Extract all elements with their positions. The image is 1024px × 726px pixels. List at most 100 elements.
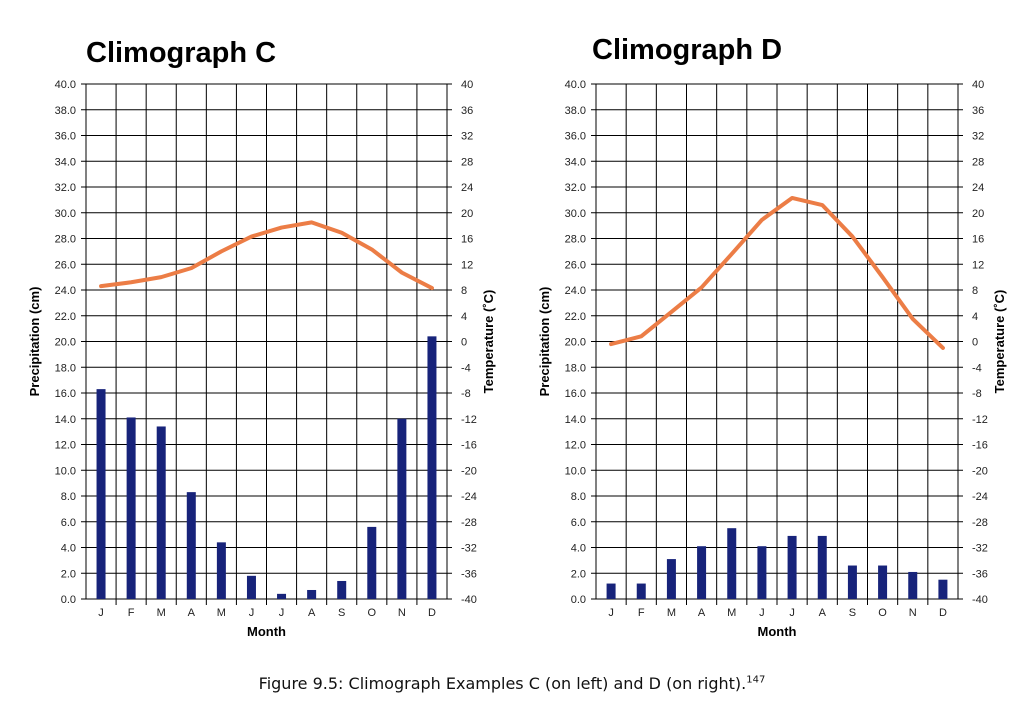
y2-tick-label: 12: [461, 259, 473, 271]
x-axis-label: Month: [758, 624, 797, 639]
y2-tick-label: -16: [461, 440, 477, 452]
y-tick-label: 28.0: [55, 234, 76, 246]
precipitation-bar: [636, 583, 646, 599]
precipitation-bar: [787, 535, 797, 599]
x-axis-label: Month: [247, 624, 286, 639]
x-tick-label: J: [789, 607, 795, 619]
caption-text: Figure 9.5: Climograph Examples C (on le…: [258, 674, 747, 693]
precipitation-bar: [307, 589, 317, 599]
y2-tick-label: 28: [461, 156, 473, 168]
y-tick-label: 4.0: [61, 543, 76, 555]
y2-tick-label: 16: [972, 234, 984, 246]
x-tick-label: J: [249, 607, 255, 619]
y-tick-label: 12.0: [565, 440, 586, 452]
precipitation-bar: [666, 559, 676, 599]
y2-tick-label: 4: [972, 311, 978, 323]
x-tick-label: A: [188, 607, 196, 619]
precipitation-bar: [847, 565, 857, 599]
y2-tick-label: -12: [972, 414, 988, 426]
x-tick-label: M: [157, 607, 166, 619]
y2-tick-label: -24: [972, 491, 988, 503]
y-axis-label: Precipitation (cm): [27, 287, 42, 397]
x-tick-label: N: [398, 607, 406, 619]
y-tick-label: 10.0: [565, 465, 586, 477]
y2-tick-label: 40: [461, 79, 473, 91]
y-tick-label: 32.0: [55, 182, 76, 194]
y2-tick-label: 28: [972, 156, 984, 168]
y2-tick-label: -12: [461, 414, 477, 426]
y-tick-label: 10.0: [55, 465, 76, 477]
y-tick-label: 6.0: [61, 517, 76, 529]
y-tick-label: 16.0: [55, 388, 76, 400]
y2-tick-label: 16: [461, 234, 473, 246]
y2-tick-label: 4: [461, 311, 467, 323]
y2-tick-label: -40: [461, 594, 477, 606]
y2-tick-label: -40: [972, 594, 988, 606]
x-tick-label: S: [338, 607, 345, 619]
y-tick-label: 26.0: [55, 259, 76, 271]
y2-axis-label: Temperature (˚C): [481, 290, 496, 394]
x-tick-label: F: [638, 607, 645, 619]
y-tick-label: 12.0: [55, 440, 76, 452]
y2-tick-label: 40: [972, 79, 984, 91]
y2-tick-label: 20: [461, 208, 473, 220]
y2-tick-label: 8: [461, 285, 467, 297]
y-tick-label: 36.0: [55, 131, 76, 143]
x-tick-label: M: [667, 607, 676, 619]
y-tick-label: 32.0: [565, 182, 586, 194]
footnote-ref: 147: [746, 674, 766, 686]
precipitation-bar: [727, 528, 737, 599]
y2-tick-label: -32: [461, 543, 477, 555]
x-tick-label: J: [279, 607, 285, 619]
y2-tick-label: 12: [972, 259, 984, 271]
precipitation-bar: [216, 542, 226, 599]
chart-title: Climograph D: [592, 34, 782, 66]
y2-tick-label: 36: [461, 105, 473, 117]
y-tick-label: 34.0: [55, 156, 76, 168]
y2-tick-label: -32: [972, 543, 988, 555]
precipitation-bar: [96, 389, 106, 599]
climograph-d: Climograph D 0.0 2.0 4.0 6.0 8.0 10.0 12.0 14.0 1…: [537, 34, 1007, 639]
y-tick-label: 14.0: [55, 414, 76, 426]
x-tick-label: S: [849, 607, 856, 619]
y2-tick-label: -28: [461, 517, 477, 529]
y2-tick-label: 36: [972, 105, 984, 117]
y2-tick-label: -28: [972, 517, 988, 529]
y-tick-label: 6.0: [571, 517, 586, 529]
precipitation-bar: [277, 593, 287, 599]
x-tick-label: A: [698, 607, 706, 619]
y-tick-label: 26.0: [565, 259, 586, 271]
x-tick-label: M: [727, 607, 736, 619]
precipitation-bar: [697, 546, 707, 599]
climograph-c: Climograph C 0.0 2.0 4.0 6.0 8.0 10.0 12.0 14.0 1…: [27, 37, 496, 639]
y2-tick-label: -8: [461, 388, 471, 400]
gridlines: [81, 83, 452, 605]
precipitation-bar: [126, 417, 136, 599]
y2-tick-label: -20: [461, 465, 477, 477]
y2-tick-label: 0: [461, 337, 467, 349]
y-tick-label: 22.0: [55, 311, 76, 323]
y2-tick-label: 24: [972, 182, 984, 194]
precipitation-bar: [878, 565, 888, 599]
precipitation-bar: [156, 426, 166, 599]
y-tick-label: 0.0: [61, 594, 76, 606]
precipitation-bar: [938, 579, 948, 599]
y-tick-label: 0.0: [571, 594, 586, 606]
y-tick-label: 40.0: [565, 79, 586, 91]
precipitation-bar: [186, 492, 196, 599]
y2-tick-label: -24: [461, 491, 477, 503]
chart-title: Climograph C: [86, 37, 276, 69]
x-tick-label: M: [217, 607, 226, 619]
y-tick-label: 36.0: [565, 131, 586, 143]
y-tick-label: 20.0: [565, 337, 586, 349]
precipitation-bar: [817, 535, 827, 599]
y-tick-label: 28.0: [565, 234, 586, 246]
y2-tick-label: -20: [972, 465, 988, 477]
y-tick-label: 30.0: [55, 208, 76, 220]
y-tick-label: 40.0: [55, 79, 76, 91]
precipitation-bar: [397, 418, 407, 599]
y2-tick-label: -36: [461, 568, 477, 580]
x-tick-label: A: [819, 607, 827, 619]
x-tick-label: F: [128, 607, 135, 619]
